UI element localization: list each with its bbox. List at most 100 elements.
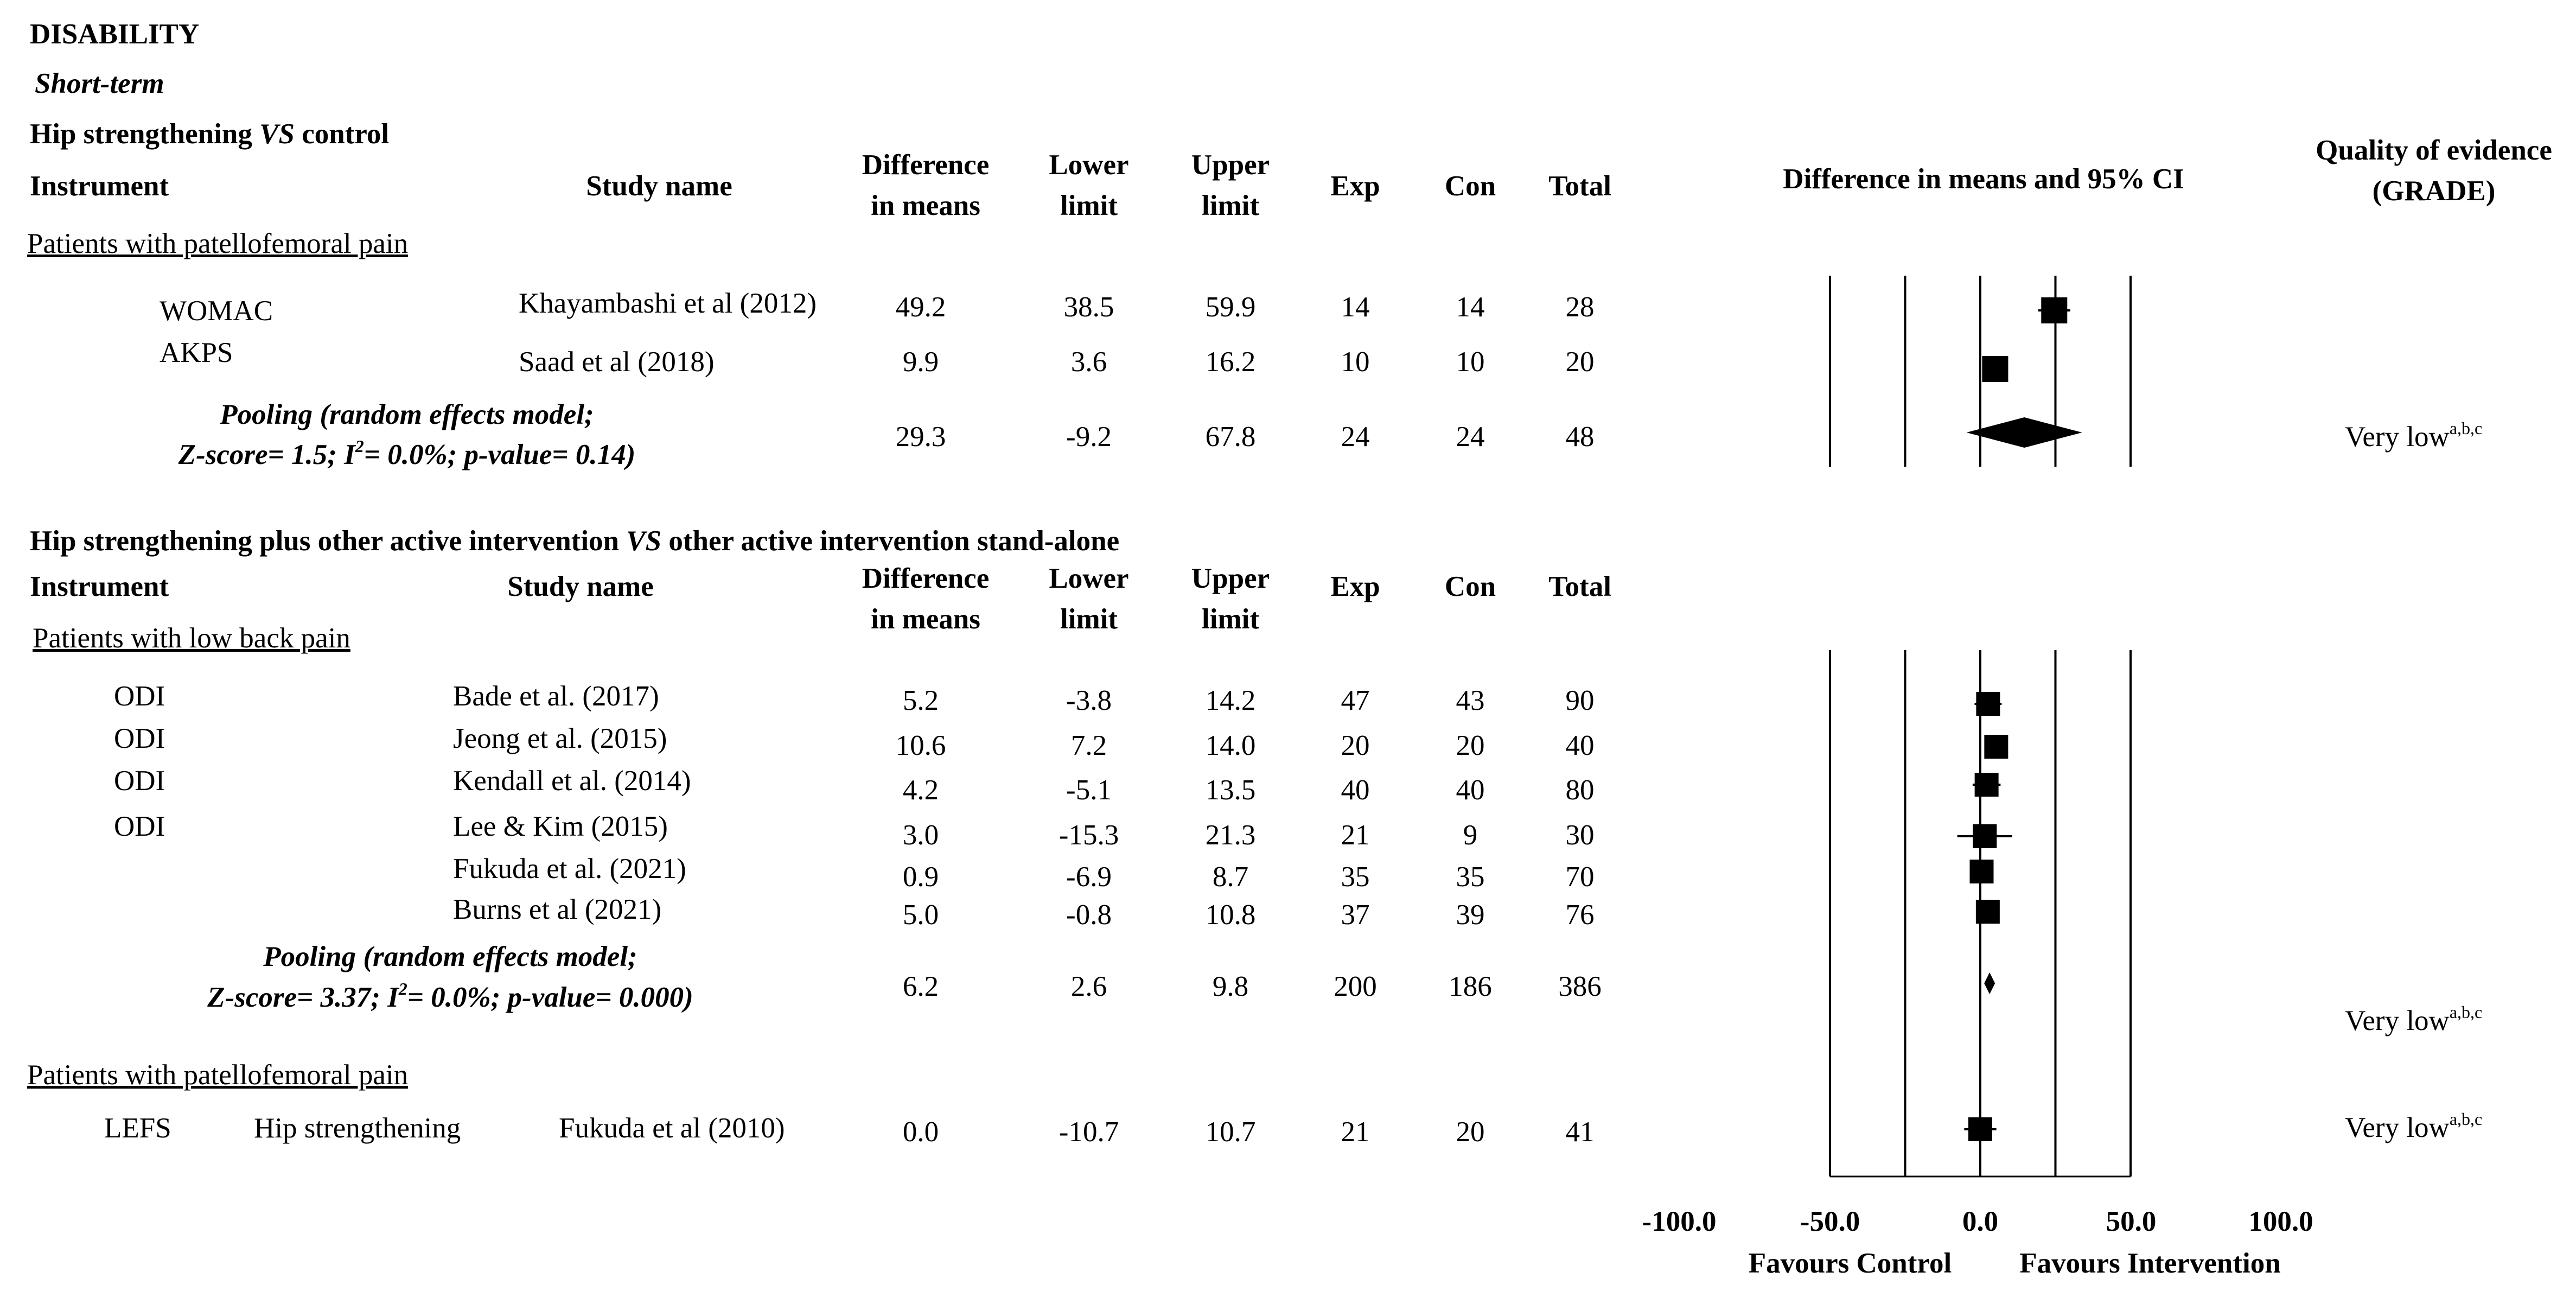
lower-value: 3.6 — [1070, 346, 1107, 378]
total-value: 70 — [1565, 861, 1595, 893]
con-value: 40 — [1456, 774, 1485, 806]
quality-header-line1: Quality of evidence — [2316, 135, 2552, 166]
study-name: Fukuda et al (2010) — [559, 1112, 785, 1144]
pooled-diff: 6.2 — [902, 971, 939, 1002]
header-study-2: Study name — [507, 571, 654, 602]
pooled-lower: 2.6 — [1070, 971, 1107, 1002]
pooled-con: 186 — [1449, 971, 1492, 1002]
exp-value: 21 — [1341, 1116, 1370, 1148]
header-diff-2a: Difference — [862, 563, 990, 594]
diff-value: 5.2 — [902, 685, 939, 716]
study-name: Saad et al (2018) — [519, 346, 715, 378]
diff-value: 10.6 — [895, 730, 946, 761]
quality-rating-1: Very lowa,b,c — [2345, 419, 2482, 451]
upper-value: 14.2 — [1205, 685, 1256, 716]
lower-value: 7.2 — [1070, 730, 1107, 761]
figure-subtitle: Short-term — [35, 68, 164, 99]
pooled-diamond — [1966, 417, 2082, 448]
total-value: 76 — [1565, 899, 1595, 931]
study-name: Lee & Kim (2015) — [453, 811, 668, 842]
header-upper-1b: limit — [1202, 190, 1259, 221]
header-total-1: Total — [1548, 170, 1611, 202]
study-name: Khayambashi et al (2012) — [519, 288, 817, 319]
upper-value: 10.8 — [1205, 899, 1256, 931]
diff-value: 49.2 — [895, 291, 946, 323]
point-estimate-square — [1975, 900, 2000, 924]
upper-value: 10.7 — [1205, 1116, 1256, 1148]
axis-tick-label: -100.0 — [1642, 1206, 1717, 1237]
pooling-label-2a: Pooling (random effects model; — [263, 941, 637, 972]
axis-tick-label: -50.0 — [1800, 1206, 1860, 1237]
diff-value: 9.9 — [902, 346, 939, 378]
pooled-upper: 9.8 — [1212, 971, 1249, 1002]
exp-value: 20 — [1341, 730, 1370, 761]
point-estimate-square — [1974, 773, 1999, 797]
axis-tick-label: 0.0 — [1962, 1206, 1999, 1237]
study-name: Kendall et al. (2014) — [453, 765, 691, 797]
point-estimate-square — [1984, 735, 2008, 759]
instrument-label: AKPS — [160, 337, 233, 368]
quality-rating-sup: a,b,c — [2449, 1002, 2483, 1022]
point-estimate-square — [1973, 824, 1997, 848]
con-value: 35 — [1456, 861, 1485, 893]
comparison-2-title: Hip strengthening plus other active inte… — [30, 527, 1119, 556]
header-lower-2b: limit — [1060, 603, 1118, 635]
comparison-1-pre: Hip strengthening — [30, 118, 260, 150]
figure-title: DISABILITY — [30, 18, 200, 50]
upper-value: 13.5 — [1205, 774, 1256, 806]
lower-value: -15.3 — [1059, 819, 1119, 851]
diff-value: 0.0 — [902, 1116, 939, 1148]
pooling-label-1b: Z-score= 1.5; I2= 0.0%; p-value= 0.14) — [178, 436, 636, 470]
group-label-2: Patients with low back pain — [33, 622, 350, 654]
intervention-label: Hip strengthening — [254, 1112, 461, 1144]
pooled-diff: 29.3 — [895, 421, 946, 453]
header-exp-2: Exp — [1330, 571, 1380, 602]
con-value: 10 — [1456, 346, 1485, 378]
group-label-1: Patients with patellofemoral pain — [27, 228, 409, 259]
comparison-2-vs: VS — [626, 525, 662, 557]
instrument-label: ODI — [114, 811, 165, 842]
plot-title: Difference in means and 95% CI — [1783, 163, 2184, 195]
header-diff-2b: in means — [871, 603, 980, 635]
quality-rating-3: Very lowa,b,c — [2345, 1110, 2482, 1143]
lower-value: 38.5 — [1063, 291, 1114, 323]
instrument-label: WOMAC — [160, 295, 273, 327]
upper-value: 21.3 — [1205, 819, 1256, 851]
con-value: 14 — [1456, 291, 1485, 323]
point-estimate-square — [2041, 297, 2068, 323]
exp-value: 35 — [1341, 861, 1370, 893]
header-upper-2b: limit — [1202, 603, 1259, 635]
header-total-2: Total — [1548, 571, 1611, 602]
study-name: Bade et al. (2017) — [453, 681, 659, 712]
instrument-label: ODI — [114, 765, 165, 797]
header-exp-1: Exp — [1330, 170, 1380, 202]
diff-value: 3.0 — [902, 819, 939, 851]
pooled-total: 386 — [1558, 971, 1602, 1002]
total-value: 28 — [1565, 291, 1595, 323]
upper-value: 8.7 — [1212, 861, 1249, 893]
point-estimate-square — [1969, 860, 1994, 883]
total-value: 30 — [1565, 819, 1595, 851]
header-study-1: Study name — [586, 170, 732, 202]
axis-tick-label: 50.0 — [2106, 1206, 2157, 1237]
pooled-exp: 200 — [1334, 971, 1377, 1002]
point-estimate-square — [1982, 356, 2008, 382]
quality-rating-sup: a,b,c — [2449, 418, 2483, 438]
lower-value: -0.8 — [1066, 899, 1112, 931]
pooling-label-1a: Pooling (random effects model; — [220, 399, 594, 430]
quality-rating-text: Very low — [2345, 1112, 2450, 1143]
instrument-label: LEFS — [104, 1112, 171, 1144]
con-value: 43 — [1456, 685, 1485, 716]
pooling-label-2b: Z-score= 3.37; I2= 0.0%; p-value= 0.000) — [207, 979, 693, 1013]
header-diff-1a: Difference — [862, 149, 990, 181]
upper-value: 16.2 — [1205, 346, 1256, 378]
favours-control-label: Favours Control — [1748, 1248, 1952, 1279]
total-value: 40 — [1565, 730, 1595, 761]
axis-tick-label: 100.0 — [2248, 1206, 2313, 1237]
quality-header-line2: (GRADE) — [2372, 175, 2496, 207]
lower-value: -5.1 — [1066, 774, 1112, 806]
con-value: 9 — [1463, 819, 1478, 851]
point-estimate-square — [1976, 692, 2000, 716]
quality-rating-2: Very lowa,b,c — [2345, 1003, 2482, 1035]
